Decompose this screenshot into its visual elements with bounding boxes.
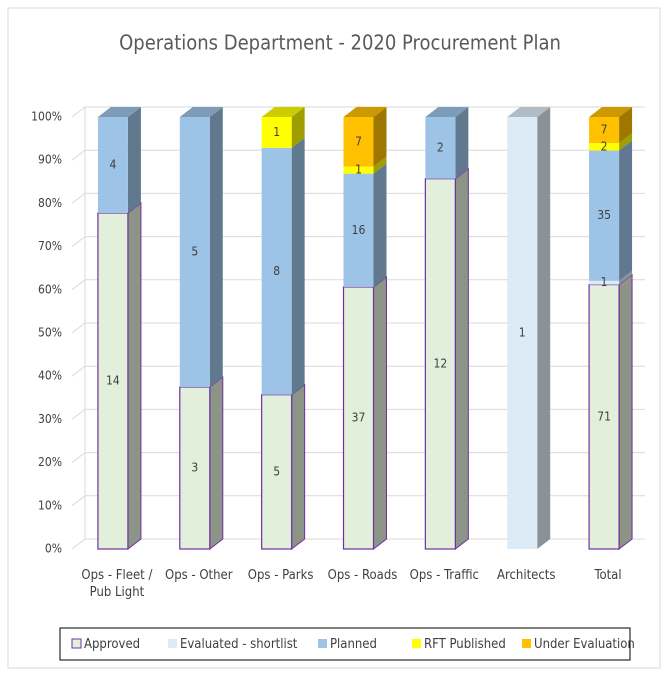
legend-swatch: [412, 639, 421, 648]
bar-side: [454, 167, 469, 551]
bar-side: [127, 107, 141, 213]
x-tick-label: Architects: [496, 568, 556, 583]
legend-label: Evaluated - shortlist: [180, 637, 298, 652]
data-label: 12: [433, 356, 447, 370]
y-tick-label: 70%: [38, 239, 62, 253]
y-tick-label: 0%: [45, 542, 62, 556]
y-tick-label: 40%: [38, 369, 62, 383]
bar-top: [179, 107, 223, 117]
legend-box: [59, 627, 631, 661]
bar: [179, 386, 211, 550]
bar-top: [425, 107, 469, 117]
bar-side: [455, 107, 469, 179]
y-tick-label: 10%: [38, 498, 62, 512]
bar: [424, 178, 456, 550]
data-label: 5: [191, 245, 198, 259]
bar: [589, 150, 620, 281]
bar-side: [373, 275, 387, 551]
bar-side: [291, 137, 305, 395]
data-label: 7: [601, 123, 608, 137]
data-label: 5: [273, 464, 280, 478]
bar-side: [373, 107, 387, 167]
bar: [261, 117, 292, 148]
bar: [343, 117, 374, 167]
data-label: 35: [597, 208, 611, 222]
y-tick-label: 60%: [38, 282, 62, 296]
data-label: 7: [355, 134, 362, 148]
bar-side: [537, 107, 551, 549]
legend-label: Under Evaluation: [534, 637, 635, 652]
bar: [342, 286, 375, 550]
x-tick-label: Ops - Other: [164, 568, 233, 583]
data-label: 37: [352, 410, 366, 424]
y-tick-label: 100%: [31, 110, 62, 124]
legend-label: Approved: [84, 637, 140, 652]
bar-side: [619, 133, 633, 151]
y-tick-label: 80%: [38, 196, 62, 210]
data-label: 3: [191, 461, 198, 475]
bar-side: [619, 140, 633, 281]
bar: [589, 117, 620, 144]
data-label: 1: [355, 163, 362, 177]
bar-side: [373, 163, 387, 287]
legend-swatch: [522, 639, 531, 648]
legend-swatch: [318, 639, 327, 648]
bar: [343, 166, 374, 174]
data-label: 14: [106, 374, 120, 388]
bar-side: [373, 156, 387, 174]
bar-side: [619, 270, 633, 285]
bar: [425, 117, 456, 179]
data-label: 1: [273, 125, 280, 139]
bar: [179, 117, 210, 387]
data-label: 8: [273, 264, 280, 278]
bar-top: [343, 107, 387, 117]
legend-swatch: [168, 639, 177, 648]
data-label: 4: [109, 158, 116, 172]
bar-top: [589, 107, 633, 117]
bar-top: [507, 107, 551, 117]
x-tick-label: Ops - Fleet / Pub Light: [81, 568, 153, 600]
chart-title: Operations Department - 2020 Procurement…: [119, 31, 561, 55]
data-label: 16: [352, 223, 366, 237]
bar-side: [618, 273, 633, 551]
bar-side: [209, 375, 224, 551]
y-tick-label: 90%: [38, 153, 62, 167]
bar: [261, 147, 292, 395]
bar: [343, 173, 374, 287]
y-tick-label: 30%: [38, 412, 62, 426]
x-tick-label: Ops - Traffic: [409, 568, 479, 583]
y-tick-label: 50%: [38, 326, 62, 340]
legend-swatch: [71, 638, 82, 649]
bar: [97, 117, 128, 213]
legend-label: Planned: [330, 637, 377, 652]
data-label: 2: [601, 139, 608, 153]
bar: [97, 212, 129, 550]
y-tick-label: 20%: [38, 455, 62, 469]
bar-side: [291, 383, 306, 551]
bar: [507, 117, 538, 549]
bar-side: [209, 107, 223, 387]
data-label: 71: [597, 409, 611, 423]
x-tick-label: Ops - Parks: [247, 568, 314, 583]
bar: [589, 143, 620, 151]
bar: [589, 280, 620, 285]
data-label: 2: [437, 140, 444, 154]
bar-side: [619, 107, 633, 144]
data-label: 1: [519, 326, 526, 340]
legend-label: RFT Published: [424, 637, 506, 652]
bar-top: [97, 107, 141, 117]
bar-top: [261, 107, 305, 117]
x-tick-label: Ops - Roads: [327, 568, 398, 583]
bar-side: [127, 201, 142, 551]
bar-side: [291, 107, 305, 148]
bar: [261, 394, 293, 550]
data-label: 1: [601, 275, 608, 289]
x-tick-label: Total: [594, 568, 622, 583]
